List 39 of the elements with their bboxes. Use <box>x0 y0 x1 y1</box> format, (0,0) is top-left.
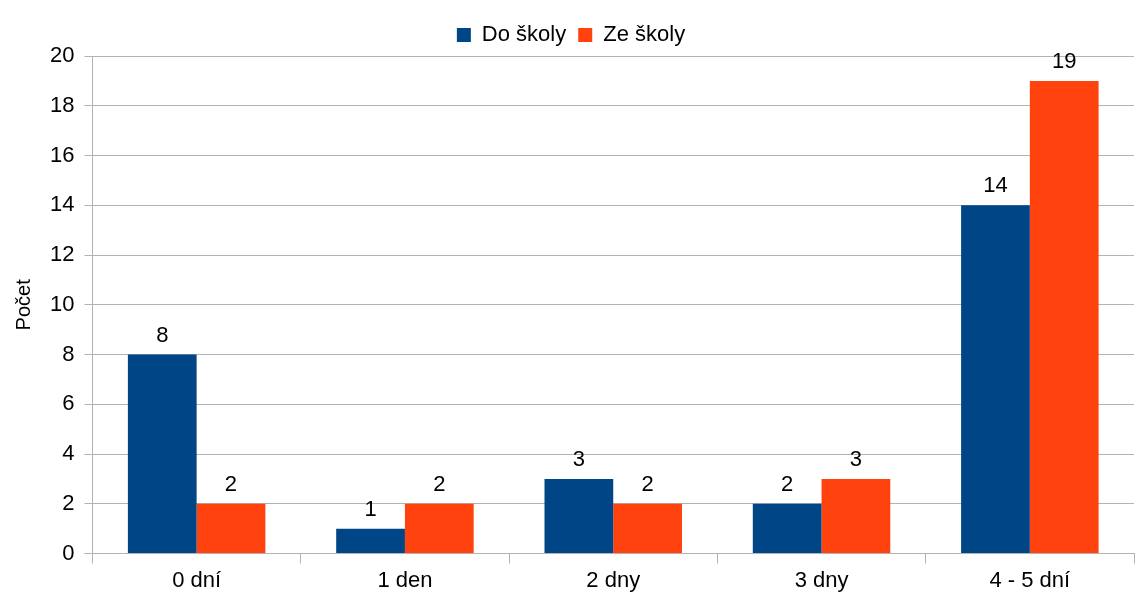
y-tick-label: 2 <box>62 489 75 515</box>
bar <box>336 528 405 554</box>
bar <box>196 503 266 554</box>
legend-label: Ze školy <box>603 21 686 47</box>
y-tick-label: 20 <box>49 42 75 68</box>
bar <box>821 478 891 554</box>
data-label: 2 <box>781 470 794 496</box>
bar <box>752 503 822 554</box>
legend-label: Do školy <box>481 21 567 47</box>
data-label: 1 <box>364 495 377 521</box>
y-tick-label: 14 <box>49 191 75 217</box>
y-tick-label: 18 <box>49 91 75 117</box>
y-tick-label: 12 <box>49 241 75 267</box>
bar <box>1029 80 1099 554</box>
x-tick-label: 3 dny <box>794 566 849 592</box>
y-axis-title: Počet <box>11 278 34 331</box>
data-label: 19 <box>1051 47 1077 73</box>
y-tick-label: 6 <box>62 390 75 416</box>
data-label: 2 <box>433 470 446 496</box>
x-tick-label: 4 - 5 dní <box>989 566 1071 592</box>
x-tick-label: 1 den <box>377 566 433 592</box>
data-label: 3 <box>849 446 863 472</box>
bar <box>613 503 682 554</box>
data-label: 8 <box>156 321 169 347</box>
data-label: 14 <box>983 172 1008 198</box>
y-tick-label: 4 <box>62 440 75 466</box>
y-tick-label: 10 <box>49 290 75 316</box>
data-label: 2 <box>224 470 238 496</box>
bar <box>127 354 197 554</box>
data-label: 2 <box>641 470 654 496</box>
y-tick-label: 0 <box>62 539 75 565</box>
x-tick-label: 0 dní <box>172 566 222 592</box>
bar <box>544 478 614 554</box>
y-tick-label: 16 <box>49 141 75 167</box>
data-label: 3 <box>572 446 585 472</box>
y-tick-label: 8 <box>62 340 75 366</box>
bar <box>404 503 474 554</box>
x-tick-label: 2 dny <box>586 566 641 592</box>
bar <box>961 205 1030 554</box>
